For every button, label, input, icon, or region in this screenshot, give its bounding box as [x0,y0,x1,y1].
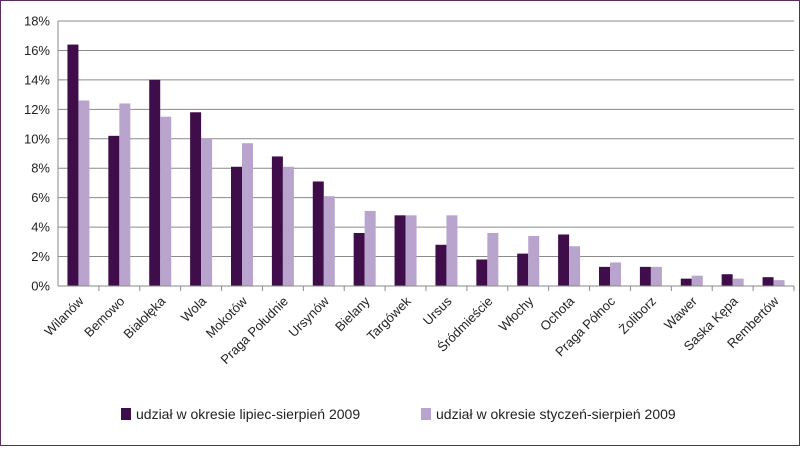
bar-lipiec-sierpien [149,79,161,286]
bar-lipiec-sierpien [721,274,733,286]
bar-styczen-sierpien [691,275,703,286]
legend: udział w okresie lipiec-sierpień 2009 udz… [121,406,676,422]
bar-styczen-sierpien [773,280,785,286]
y-tick-label: 10% [24,131,50,146]
bar-lipiec-sierpien [762,277,774,286]
y-tick-label: 0% [31,279,50,294]
y-tick-label: 14% [24,72,50,87]
x-category-label: Wilanów [41,293,87,339]
legend-swatch [121,408,131,420]
bar-lipiec-sierpien [190,112,202,287]
bar-lipiec-sierpien [476,259,488,286]
legend-label: udział w okresie lipiec-sierpień 2009 [136,406,360,422]
bar-lipiec-sierpien [394,215,406,286]
bar-lipiec-sierpien [67,44,79,286]
y-tick-label: 12% [24,102,50,117]
legend-swatch [421,408,431,420]
bar-styczen-sierpien [242,143,253,286]
bar-styczen-sierpien [487,233,499,286]
bar-styczen-sierpien [732,278,744,286]
x-category-label: Włochy [496,293,537,334]
bar-lipiec-sierpien [639,266,651,286]
x-category-label: Ursus [420,293,455,328]
y-tick-label: 16% [24,43,50,58]
bar-styczen-sierpien [528,235,540,286]
x-category-label: Targówek [364,293,414,343]
bar-styczen-sierpien [78,100,90,286]
bar-styczen-sierpien [446,215,458,286]
x-category-label: Bemowo [81,294,127,340]
bar-lipiec-sierpien [435,244,447,286]
legend-label: udział w okresie styczeń-sierpień 2009 [436,406,676,422]
x-category-label: Bielany [332,293,373,334]
bar-lipiec-sierpien [231,166,242,286]
y-tick-label: 4% [31,220,50,235]
bar-styczen-sierpien [160,116,172,286]
x-category-label: Białołęka [120,293,168,341]
bar-lipiec-sierpien [353,233,365,286]
y-axis: 0% 2% 4% 6% 8% 10% 12% 14% 16% 18% [24,14,59,294]
bar-styczen-sierpien [364,210,376,286]
bar-styczen-sierpien [405,215,417,286]
bar-lipiec-sierpien [517,253,529,286]
y-tick-label: 8% [31,161,50,176]
bar-lipiec-sierpien [599,266,610,286]
y-tick-label: 18% [24,14,50,29]
y-tick-label: 6% [31,190,50,205]
bars [67,44,785,287]
y-tick-label: 2% [31,249,50,264]
x-category-label: Ursynów [286,293,333,340]
bar-lipiec-sierpien [558,234,570,286]
bar-styczen-sierpien [282,166,294,286]
bar-styczen-sierpien [569,246,581,286]
x-category-label: Wola [178,293,210,325]
bar-lipiec-sierpien [680,278,692,286]
bar-lipiec-sierpien [312,181,324,286]
bar-styczen-sierpien [323,196,335,286]
bar-lipiec-sierpien [271,156,283,286]
bar-styczen-sierpien [650,266,662,286]
bar-lipiec-sierpien [108,135,120,286]
x-category-label: Wawer [661,293,700,332]
bar-styczen-sierpien [119,103,131,286]
bar-styczen-sierpien [201,138,213,286]
gridlines [58,20,794,258]
x-category-label: Ochota [537,293,578,334]
x-category-label: Żoliborz [616,294,659,337]
bar-styczen-sierpien [610,262,621,286]
